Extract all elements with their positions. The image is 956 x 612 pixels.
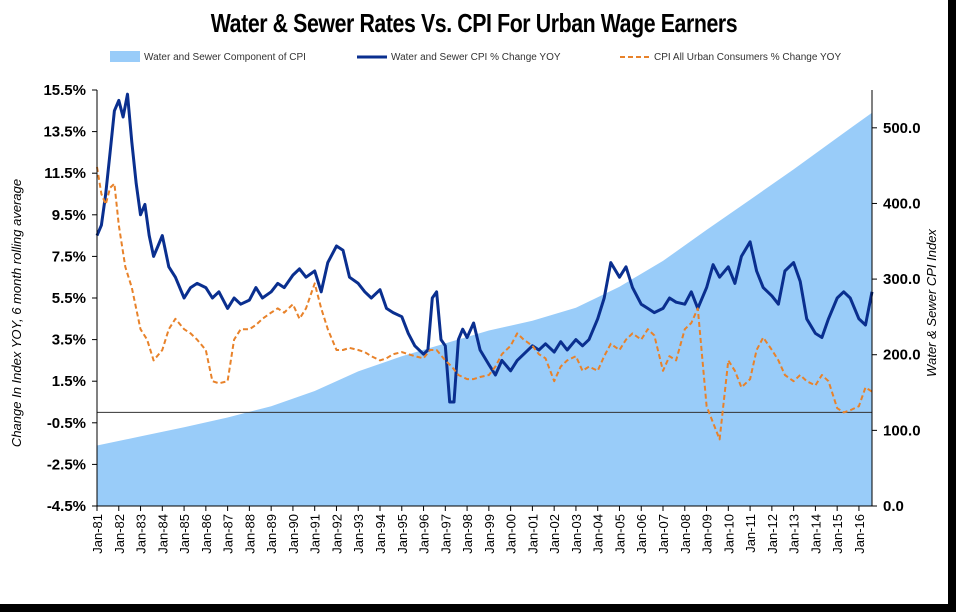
x-tick-label: Jan-99: [482, 514, 497, 554]
x-tick-label: Jan-98: [460, 514, 475, 554]
y-right-axis-title: Water & Sewer CPI Index: [924, 229, 939, 377]
x-tick-label: Jan-85: [177, 514, 192, 554]
y-right-tick-label: 300.0: [883, 271, 921, 288]
x-tick-label: Jan-15: [830, 514, 845, 554]
x-tick-label: Jan-94: [373, 514, 388, 554]
x-tick-label: Jan-93: [351, 514, 366, 554]
chart-title: Water & Sewer Rates Vs. CPI For Urban Wa…: [210, 8, 738, 38]
y-left-tick-label: 1.5%: [52, 373, 86, 390]
x-tick-label: Jan-10: [721, 514, 736, 554]
x-tick-label: Jan-90: [286, 514, 301, 554]
x-tick-label: Jan-14: [808, 514, 823, 554]
x-tick-label: Jan-83: [134, 514, 149, 554]
x-tick-label: Jan-04: [591, 514, 606, 554]
x-tick-label: Jan-82: [112, 514, 127, 554]
y-left-tick-label: 9.5%: [52, 207, 86, 224]
legend-label-dashed: CPI All Urban Consumers % Change YOY: [654, 52, 841, 63]
x-tick-label: Jan-09: [700, 514, 715, 554]
y-right-tick-label: 200.0: [883, 347, 921, 364]
area-layer: [97, 112, 872, 506]
x-tick-label: Jan-97: [438, 514, 453, 554]
y-left-tick-label: -0.5%: [47, 415, 86, 432]
x-tick-label: Jan-03: [569, 514, 584, 554]
x-tick-label: Jan-02: [547, 514, 562, 554]
x-tick-label: Jan-89: [264, 514, 279, 554]
x-tick-label: Jan-92: [330, 514, 345, 554]
x-tick-label: Jan-86: [199, 514, 214, 554]
y-right-tick-label: 0.0: [883, 498, 904, 515]
x-tick-label: Jan-91: [308, 514, 323, 554]
chart-canvas: 15.5% 13.5% 11.5% 9.5% 7.5% 5.5% 3.5% 1.5% -0.5%…: [9, 51, 939, 554]
x-tick-label: Jan-00: [504, 514, 519, 554]
axis-layer: 15.5% 13.5% 11.5% 9.5% 7.5% 5.5% 3.5% 1.5% -0.5%…: [43, 82, 920, 554]
x-tick-label: Jan-08: [678, 514, 693, 554]
x-tick-label: Jan-05: [613, 514, 628, 554]
x-tick-label: Jan-87: [221, 514, 236, 554]
y-right-tick-label: 100.0: [883, 422, 921, 439]
legend-label-solid: Water and Sewer CPI % Change YOY: [391, 52, 561, 63]
x-tick-label: Jan-07: [656, 514, 671, 554]
y-left-tick-label: 3.5%: [52, 332, 86, 349]
y-left-tick-label: -2.5%: [47, 456, 86, 473]
y-right-tick-label: 400.0: [883, 195, 921, 212]
series-line-cpi-all-urban-yoy: [96, 166, 873, 441]
legend: Water and Sewer Component of CPI Water an…: [110, 51, 841, 63]
y-left-tick-label: 13.5%: [43, 124, 86, 141]
x-tick-label: Jan-12: [765, 514, 780, 554]
legend-swatch-area: [110, 51, 140, 62]
x-tick-label: Jan-95: [395, 514, 410, 554]
y-left-tick-label: 11.5%: [44, 165, 86, 182]
series-area-water-sewer-index: [97, 112, 872, 506]
x-tick-label: Jan-13: [787, 514, 802, 554]
y-left-tick-label: 7.5%: [52, 248, 86, 265]
x-tick-label: Jan-88: [242, 514, 257, 554]
y-left-axis-title: Change In Index YOY, 6 month rolling ave…: [9, 179, 24, 447]
x-tick-label: Jan-16: [852, 514, 867, 554]
legend-label-area: Water and Sewer Component of CPI: [144, 52, 306, 63]
line-layer: [95, 92, 874, 441]
x-tick-label: Jan-01: [525, 514, 540, 554]
x-tick-label: Jan-81: [90, 514, 105, 554]
y-left-tick-label: 15.5%: [43, 82, 86, 99]
y-right-tick-label: 500.0: [883, 120, 921, 137]
y-left-tick-label: -4.5%: [47, 498, 86, 515]
x-tick-label: Jan-96: [417, 514, 432, 554]
y-left-tick-label: 5.5%: [52, 290, 86, 307]
x-tick-label: Jan-84: [155, 514, 170, 554]
x-tick-label: Jan-06: [634, 514, 649, 554]
x-tick-label: Jan-11: [743, 514, 758, 553]
